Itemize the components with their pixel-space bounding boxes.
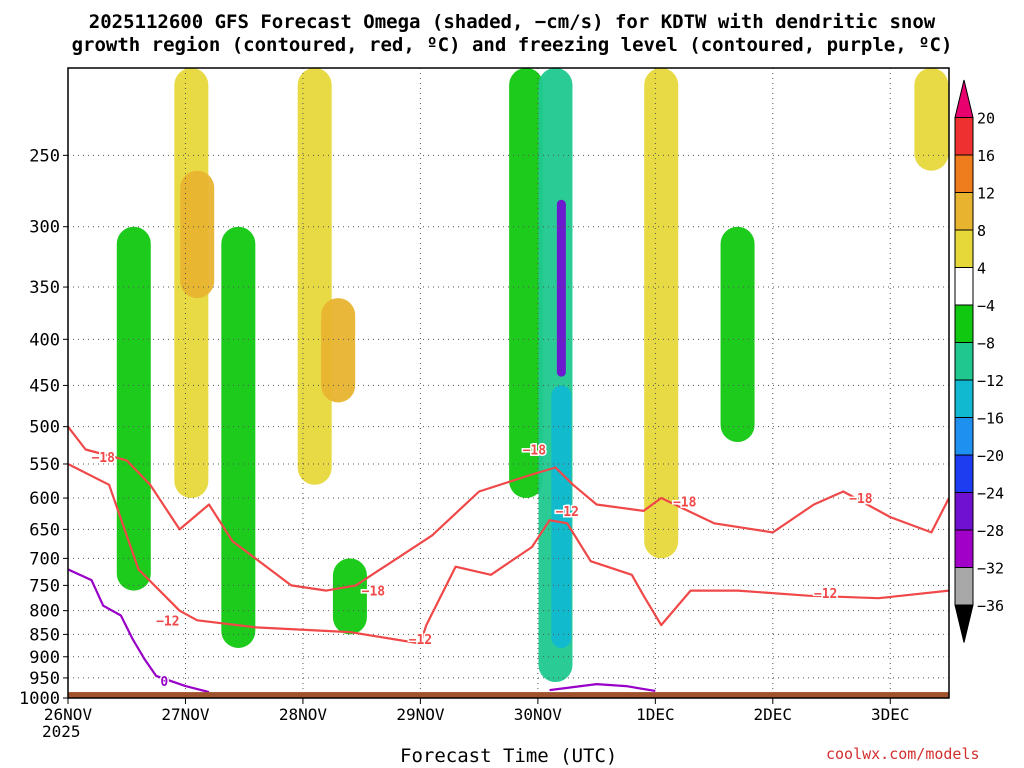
colorbar-label-10: −24 xyxy=(977,485,1004,503)
y-tick-label-500: 500 xyxy=(29,418,60,438)
plot-background xyxy=(68,68,949,698)
colorbar: 20 16 12 8 4 −4 −8 −12 −16 −20 −24 −28 −32 −36 xyxy=(954,79,1004,643)
colorbar-label-11: −28 xyxy=(977,522,1004,540)
y-tick-label-250: 250 xyxy=(29,146,60,166)
colorbar-segment-13 xyxy=(954,567,974,606)
chart-title-line-2: growth region (contoured, red, ºC) and f… xyxy=(71,34,953,56)
omega-region-13 xyxy=(914,68,949,171)
contour-0C-b xyxy=(549,683,656,692)
contour-label-3: −12 xyxy=(409,633,432,648)
omega-region-10 xyxy=(551,385,572,648)
contour-label-5: −12 xyxy=(555,505,578,520)
colorbar-segment-8 xyxy=(954,379,974,418)
colorbar-segment-1 xyxy=(954,117,974,156)
x-axis-title: Forecast Time (UTC) xyxy=(400,745,618,767)
temperature-contours: −18 −12 −18 −12 −18 −12 −18 −12 −18 0 xyxy=(68,426,949,694)
contour-label-9: 0 xyxy=(160,675,168,690)
ground-surface xyxy=(68,692,949,698)
omega-region-6 xyxy=(332,558,367,635)
colorbar-segment-6 xyxy=(954,304,974,343)
colorbar-label-7: −12 xyxy=(977,372,1004,390)
x-axis: 26NOV 27NOV 28NOV 29NOV 30NOV 1DEC 2DEC 3DEC xyxy=(44,698,910,724)
contour--12C xyxy=(68,463,949,645)
colorbar-segment-14 xyxy=(954,604,974,643)
colorbar-segment-0 xyxy=(954,79,974,118)
y-tick-label-850: 850 xyxy=(29,625,60,645)
colorbar-label-6: −8 xyxy=(977,335,995,353)
y-tick-label-900: 900 xyxy=(29,648,60,668)
colorbar-segment-9 xyxy=(954,417,974,456)
omega-region-12 xyxy=(720,226,755,443)
plot-frame xyxy=(67,67,950,699)
y-tick-label-450: 450 xyxy=(29,376,60,396)
x-tick-label-1: 27NOV xyxy=(161,705,210,724)
colorbar-segment-2 xyxy=(954,154,974,193)
x-tick-label-5: 1DEC xyxy=(636,705,675,724)
y-tick-label-750: 750 xyxy=(29,576,60,596)
y-tick-label-650: 650 xyxy=(29,520,60,540)
colorbar-segment-3 xyxy=(954,192,974,231)
ground-fill xyxy=(68,692,949,698)
colorbar-label-13: −36 xyxy=(977,597,1004,615)
credit-link[interactable]: coolwx.com/models xyxy=(826,745,980,763)
x-tick-label-4: 30NOV xyxy=(514,705,563,724)
colorbar-label-1: 16 xyxy=(977,147,995,165)
contour-label-7: −12 xyxy=(814,587,837,602)
omega-region-11 xyxy=(644,68,679,559)
colorbar-label-0: 20 xyxy=(977,110,995,128)
x-tick-label-0: 26NOV xyxy=(44,705,93,724)
y-axis: 250 300 350 400 450 500 550 600 650 700 750 800 850 9… xyxy=(19,146,68,709)
omega-region-0 xyxy=(116,226,151,591)
y-tick-label-700: 700 xyxy=(29,549,60,569)
colorbar-label-2: 12 xyxy=(977,185,995,203)
y-tick-label-1000: 1000 xyxy=(19,689,60,709)
contour-label-6: −18 xyxy=(673,495,697,510)
x-tick-label-7: 3DEC xyxy=(871,705,910,724)
colorbar-segment-4 xyxy=(954,229,974,268)
y-tick-label-350: 350 xyxy=(29,278,60,298)
x-axis-year: 2025 xyxy=(42,722,81,741)
chart-title-line-1: 2025112600 GFS Forecast Omega (shaded, −… xyxy=(88,11,936,33)
plot-border xyxy=(67,67,950,699)
colorbar-label-12: −32 xyxy=(977,560,1004,578)
y-tick-label-600: 600 xyxy=(29,489,60,509)
x-tick-label-6: 2DEC xyxy=(754,705,793,724)
y-tick-label-550: 550 xyxy=(29,455,60,475)
contour-label-4: −18 xyxy=(523,443,547,458)
x-tick-label-3: 29NOV xyxy=(396,705,445,724)
omega-shading xyxy=(116,68,949,683)
colorbar-label-5: −4 xyxy=(977,297,995,315)
omega-region-2 xyxy=(180,170,215,299)
omega-region-9 xyxy=(556,199,566,377)
colorbar-label-9: −20 xyxy=(977,447,1004,465)
contour-label-8: −18 xyxy=(849,492,873,507)
y-tick-label-950: 950 xyxy=(29,669,60,689)
contour-label-2: −18 xyxy=(362,585,386,600)
colorbar-label-3: 8 xyxy=(977,222,986,240)
y-tick-label-300: 300 xyxy=(29,218,60,238)
omega-region-5 xyxy=(321,298,356,403)
y-tick-label-800: 800 xyxy=(29,602,60,622)
omega-region-4 xyxy=(297,68,332,485)
colorbar-label-8: −16 xyxy=(977,410,1004,428)
colorbar-segment-11 xyxy=(954,492,974,531)
colorbar-segment-12 xyxy=(954,529,974,568)
contour--18C xyxy=(68,426,949,592)
colorbar-segment-7 xyxy=(954,342,974,381)
y-tick-label-400: 400 xyxy=(29,330,60,350)
colorbar-label-4: 4 xyxy=(977,260,986,278)
plot-area xyxy=(68,68,949,698)
colorbar-segment-10 xyxy=(954,454,974,493)
contour-0C xyxy=(68,568,210,694)
contour-label-1: −12 xyxy=(156,614,179,629)
omega-region-3 xyxy=(221,226,256,648)
contour-label-0: −18 xyxy=(91,451,115,466)
omega-region-7 xyxy=(509,68,544,499)
colorbar-segment-5 xyxy=(954,267,974,306)
x-tick-label-2: 28NOV xyxy=(279,705,328,724)
